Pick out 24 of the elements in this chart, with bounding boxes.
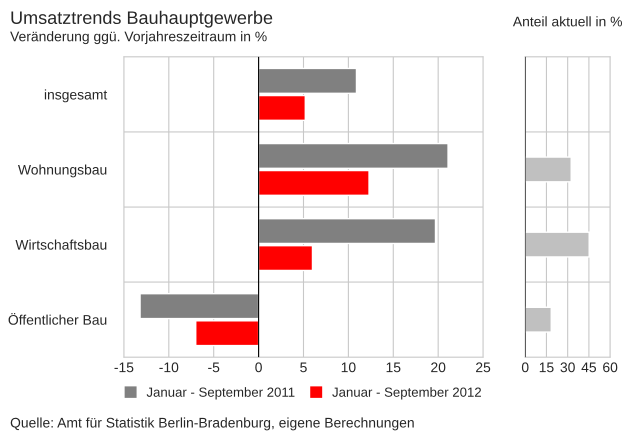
legend-label: Januar - September 2011 <box>146 387 294 400</box>
y-tick-label: insgesamt <box>44 89 108 102</box>
x-tick-label: 30 <box>560 362 575 372</box>
x-tick-label: 45 <box>581 362 596 372</box>
chart-title: Umsatztrends Bauhauptgewerbe <box>11 10 272 28</box>
x-tick-label: 0 <box>255 362 262 372</box>
x-tick-label: 15 <box>386 362 400 372</box>
x-tick-label: -5 <box>208 362 220 372</box>
source-note: Quelle: Amt für Statistik Berlin-Bradenburg, eigene Berechnungen <box>10 417 414 430</box>
x-tick-label: 10 <box>342 362 356 372</box>
x-tick-label: 0 <box>522 362 529 372</box>
x-tick-label: -15 <box>114 362 134 372</box>
y-tick-label: Öffentlicher Bau <box>8 313 106 325</box>
x-tick-label: 25 <box>476 362 490 372</box>
y-tick-label: Wirtschaftsbau <box>15 240 106 250</box>
x-tick-label: 20 <box>431 362 446 372</box>
legend-label: Januar - September 2012 <box>332 387 481 400</box>
chart-subtitle: Veränderung ggü. Vorjahreszeitraum in % <box>10 31 267 44</box>
x-tick-label: -10 <box>159 362 178 372</box>
x-tick-label: 60 <box>603 362 618 372</box>
x-tick-label: 5 <box>300 362 307 372</box>
chart-title: Anteil aktuell in % <box>512 16 622 26</box>
y-tick-label: Wohnungsbau <box>18 164 106 178</box>
x-tick-label: 15 <box>540 362 554 372</box>
